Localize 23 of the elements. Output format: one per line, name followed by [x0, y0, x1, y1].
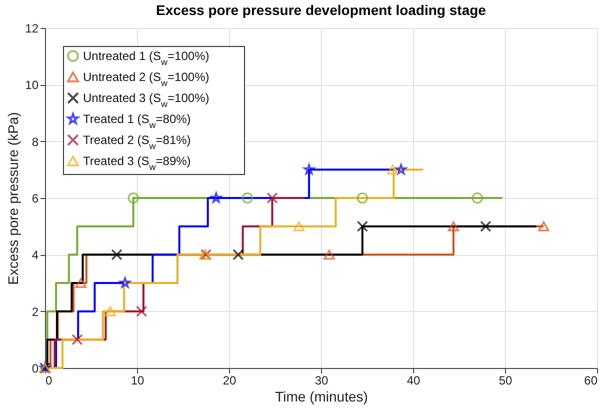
x-tick-label: 60 — [584, 374, 598, 388]
x-tick-label: 10 — [130, 374, 144, 388]
y-tick-label: 2 — [32, 304, 39, 319]
legend-label: Treated 2 (S$_{w}$=81%) — [83, 133, 191, 151]
chart-title: Excess pore pressure development loading stage — [156, 2, 486, 18]
legend-label: Untreated 3 (S$_{w}$=100%) — [83, 91, 210, 109]
x-tick-label: 40 — [406, 374, 420, 388]
x-axis-title: Time (minutes) — [275, 388, 368, 404]
x-tick-label: 20 — [222, 374, 236, 388]
legend-label: Untreated 2 (S$_{w}$=100%) — [83, 70, 210, 88]
y-tick-label: 10 — [25, 78, 39, 92]
y-tick-label: 8 — [32, 134, 39, 149]
legend-label: Treated 3 (S$_{w}$=89%) — [83, 154, 191, 172]
y-tick-label: 6 — [32, 192, 39, 206]
y-tick-label: 4 — [32, 248, 39, 262]
x-tick-label: 0 — [46, 374, 52, 388]
x-tick-label: 50 — [498, 374, 512, 388]
y-tick-label: 0 — [32, 362, 39, 376]
legend-label: Untreated 1 (S$_{w}$=100%) — [83, 49, 210, 67]
x-tick-label: 30 — [314, 374, 328, 388]
legend-label: Treated 1 (S$_{w}$=80%) — [83, 112, 191, 130]
y-axis-title: Excess pore pressure (kPa) — [5, 112, 22, 285]
y-tick-label: 12 — [25, 22, 39, 36]
